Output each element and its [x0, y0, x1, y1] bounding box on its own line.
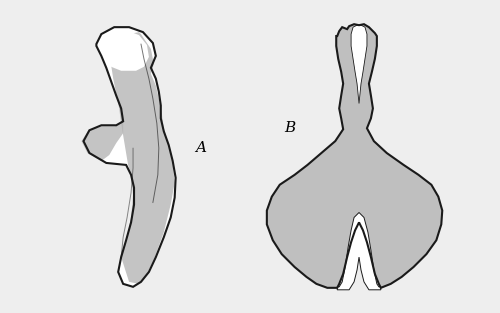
Polygon shape — [267, 24, 442, 288]
Polygon shape — [351, 25, 367, 104]
Polygon shape — [84, 27, 176, 287]
Polygon shape — [337, 213, 381, 290]
Polygon shape — [102, 30, 149, 71]
Text: B: B — [284, 121, 296, 135]
Text: A: A — [195, 141, 206, 155]
Polygon shape — [82, 121, 123, 161]
Polygon shape — [111, 32, 174, 284]
